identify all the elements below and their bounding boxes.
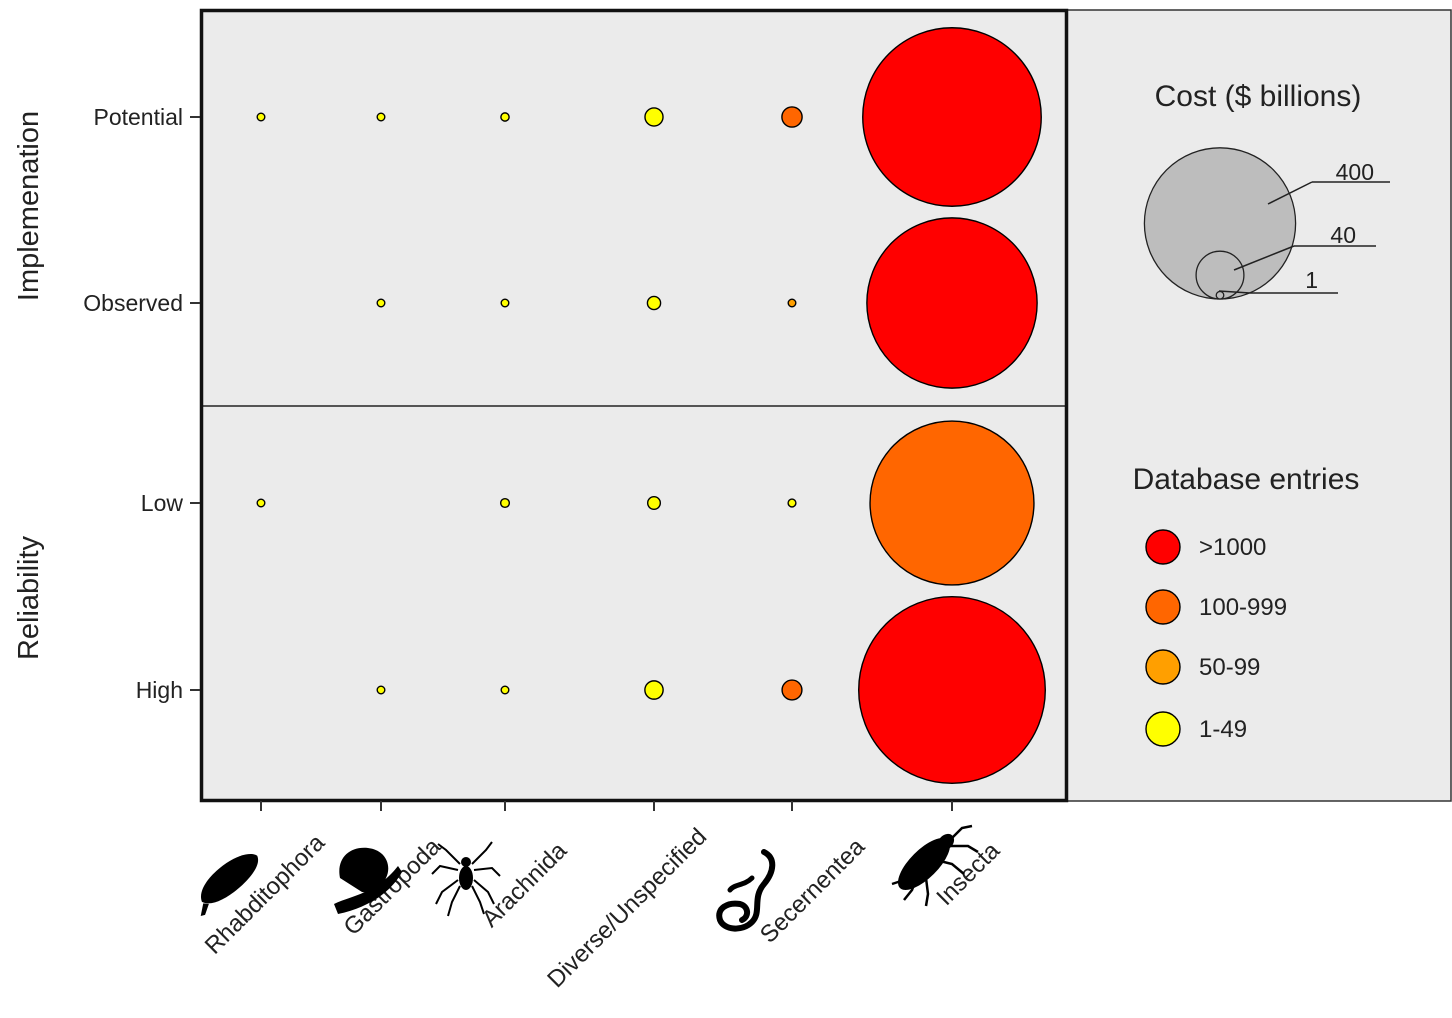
bubble-high-insecta [858,596,1046,784]
x-label-secernentea: Secernentea [755,833,871,949]
flatworm-icon [200,854,258,916]
bubble-observed-diverse-unspecified [646,295,662,311]
x-label-arachnida: Arachnida [477,837,573,933]
bubble-observed-insecta [866,217,1038,389]
size-legend-label-1: 1 [1305,267,1318,293]
y-tick-label-high: High [136,677,183,703]
color-legend-label-100-999: 100-999 [1199,594,1287,621]
bubble-high-diverse-unspecified [644,680,664,700]
color-legend-key-0 [1145,529,1181,565]
bubble-observed-secernentea [787,298,797,308]
bubble-low-rhabditophora [256,498,266,508]
size-legend-circles [1143,147,1297,300]
y-ticks: Potential Observed Low High [83,104,200,703]
bubble-potential-secernentea [781,106,803,128]
bubble-observed-gastropoda [376,298,386,308]
bubble-observed-arachnida [500,298,510,308]
bubble-potential-insecta [862,27,1042,207]
bubble-potential-gastropoda [376,112,386,122]
color-legend-keys [1145,529,1181,747]
y-tick-label-potential: Potential [93,104,183,130]
color-legend-key-1 [1145,589,1181,625]
size-legend: Cost ($ billions) 400 40 1 [1143,80,1390,300]
size-legend-leader-400 [1267,181,1313,205]
bubble-potential-rhabditophora [256,112,266,122]
y-tick-label-low: Low [141,490,184,516]
plot-border [199,8,1069,803]
bubble-high-secernentea [781,679,803,701]
facet-label-bottom: Reliability [13,535,45,660]
size-legend-title: Cost ($ billions) [1155,80,1362,113]
bubble-potential-arachnida [500,112,510,122]
snail-icon [334,847,402,914]
y-tick-label-observed: Observed [83,290,183,316]
size-legend-label-400: 400 [1336,159,1374,185]
bubble-potential-diverse-unspecified [644,107,664,127]
color-legend-key-2 [1145,649,1181,685]
bubble-low-secernentea [787,498,797,508]
size-legend-leader-40 [1233,245,1295,271]
worm-icon [716,849,776,932]
bubble-low-diverse-unspecified [646,495,662,511]
bubble-low-arachnida [499,497,511,509]
size-legend-label-40: 40 [1330,222,1356,248]
color-legend-key-3 [1145,711,1181,747]
facet-label-top: Implemenation [13,111,45,301]
color-legend-label-50-99: 50-99 [1199,654,1260,681]
legend-panel [1066,9,1452,802]
size-legend-circle-1 [1215,290,1225,300]
color-legend-label-1000: >1000 [1199,534,1266,561]
bubbles-layer [256,27,1046,784]
beetle-icon [891,824,979,907]
spider-icon [431,841,501,917]
color-legend-title: Database entries [1133,463,1360,496]
bubble-low-insecta [869,420,1035,586]
color-legend-label-1-49: 1-49 [1199,716,1247,743]
bubble-high-gastropoda [376,685,386,695]
x-label-diverse-unspecified: Diverse/Unspecified [542,823,712,993]
color-legend: Database entries >1000 100-999 50-99 1-4… [1133,463,1360,747]
x-labels: Rhabditophora Gastropoda Arachnida Diver… [200,823,1006,993]
size-legend-leader-1 [1218,290,1251,294]
bubble-high-arachnida [500,685,510,695]
x-ticks [260,801,953,811]
